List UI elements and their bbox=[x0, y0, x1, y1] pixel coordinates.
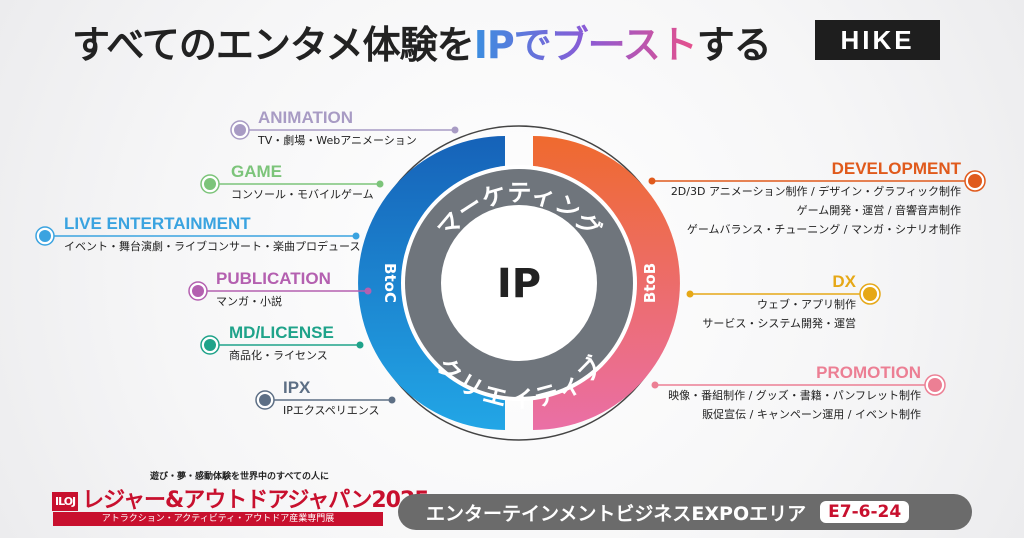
btob-title: DX bbox=[832, 272, 856, 291]
connector-dot bbox=[651, 381, 659, 389]
btoc-desc: コンソール・モバイルゲーム bbox=[231, 188, 374, 201]
center-ip-label: IP bbox=[497, 261, 541, 307]
area-banner: エンターテインメントビジネスEXPOエリア E7-6-24 bbox=[398, 494, 972, 530]
btoc-desc: 商品化・ライセンス bbox=[229, 349, 328, 362]
connector-dot bbox=[352, 232, 360, 240]
connector-dot bbox=[451, 126, 459, 134]
expo-logo: ILOJ レジャー&アウトドアジャパン2025 bbox=[52, 482, 430, 514]
btob-label: BtoB bbox=[641, 263, 659, 303]
btob-desc-line: ゲーム開発・運営 / 音響音声制作 bbox=[796, 204, 961, 217]
btob-title: PROMOTION bbox=[816, 363, 921, 382]
connector-dot bbox=[356, 341, 364, 349]
connector-dot bbox=[686, 290, 694, 298]
btoc-title: GAME bbox=[231, 162, 282, 181]
btoc-desc: マンガ・小説 bbox=[216, 295, 282, 308]
btoc-title: ANIMATION bbox=[258, 108, 354, 127]
center-circle bbox=[441, 205, 597, 361]
connector-dot bbox=[376, 180, 384, 188]
connector-dot bbox=[364, 287, 372, 295]
btoc-desc: イベント・舞台演劇・ライブコンサート・楽曲プロデュース bbox=[64, 240, 361, 253]
btob-title: DEVELOPMENT bbox=[831, 159, 961, 178]
booth-number: E7-6-24 bbox=[820, 501, 910, 523]
expo-subtitle: アトラクション・アクティビティ・アウトドア産業専門展 bbox=[53, 512, 383, 526]
btob-desc-line: 販促宣伝 / キャンペーン運用 / イベント制作 bbox=[702, 408, 921, 421]
btoc-title: LIVE ENTERTAINMENT bbox=[64, 214, 251, 233]
btob-desc-line: サービス・システム開発・運営 bbox=[702, 317, 856, 330]
btob-desc: 2D/3D アニメーション制作 / デザイン・グラフィック制作ゲーム開発・運営 … bbox=[671, 182, 961, 239]
expo-tagline: 遊び・夢・感動体験を世界中のすべての人に bbox=[150, 472, 330, 482]
btoc-desc: TV・劇場・Webアニメーション bbox=[258, 134, 417, 147]
connector-dot bbox=[388, 396, 396, 404]
btoc-title: MD/LICENSE bbox=[229, 323, 334, 342]
hike-logo: HIKE bbox=[815, 20, 940, 60]
btoc-desc: IPエクスペリエンス bbox=[283, 404, 380, 417]
btob-desc-line: 映像・番組制作 / グッズ・書籍・パンフレット制作 bbox=[668, 389, 921, 402]
page-title: すべてのエンタメ体験をIPでブーストする bbox=[72, 23, 772, 67]
btoc-title: PUBLICATION bbox=[216, 269, 331, 288]
btob-desc: 映像・番組制作 / グッズ・書籍・パンフレット制作販促宣伝 / キャンペーン運用… bbox=[668, 386, 921, 424]
btob-desc: ウェブ・アプリ制作サービス・システム開発・運営 bbox=[702, 295, 856, 333]
btoc-title: IPX bbox=[283, 378, 311, 397]
connector-dot bbox=[648, 177, 656, 185]
btob-desc-line: ゲームバランス・チューニング / マンガ・シナリオ制作 bbox=[686, 223, 961, 236]
btob-desc-line: ウェブ・アプリ制作 bbox=[757, 298, 856, 311]
btob-desc-line: 2D/3D アニメーション制作 / デザイン・グラフィック制作 bbox=[670, 185, 961, 198]
btoc-label: BtoC bbox=[381, 263, 399, 303]
